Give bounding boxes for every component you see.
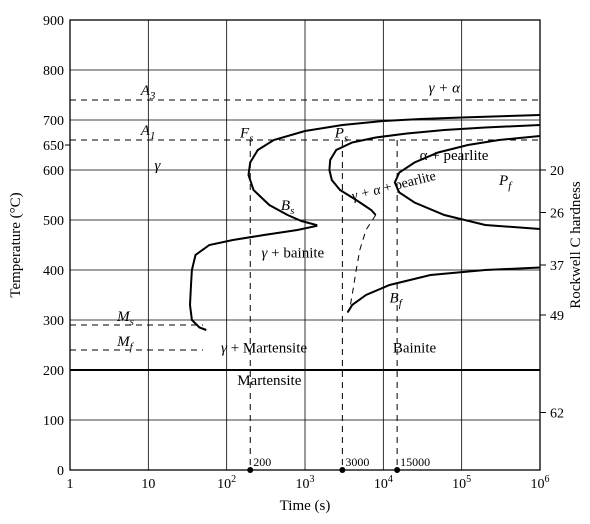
- svg-text:26: 26: [550, 207, 564, 222]
- svg-text:γ + bainite: γ + bainite: [262, 246, 325, 262]
- svg-text:Ps: Ps: [334, 126, 348, 145]
- svg-text:Bf: Bf: [390, 291, 404, 310]
- svg-text:500: 500: [43, 214, 64, 229]
- svg-text:102: 102: [217, 474, 236, 492]
- svg-text:0: 0: [57, 464, 64, 479]
- x-axis-label: Time (s): [280, 498, 331, 514]
- svg-text:105: 105: [452, 474, 471, 492]
- svg-text:γ + α: γ + α: [429, 81, 462, 97]
- svg-text:A1: A1: [140, 123, 156, 142]
- svg-text:700: 700: [43, 114, 64, 129]
- svg-text:Pf: Pf: [498, 173, 513, 192]
- svg-text:α + pearlite: α + pearlite: [420, 148, 489, 164]
- svg-text:37: 37: [550, 259, 564, 274]
- svg-text:900: 900: [43, 14, 64, 29]
- svg-text:103: 103: [296, 474, 315, 492]
- y-left-label: Temperature (°C): [8, 192, 24, 297]
- svg-text:800: 800: [43, 64, 64, 79]
- svg-text:400: 400: [43, 264, 64, 279]
- svg-text:20: 20: [550, 164, 564, 179]
- svg-text:A3: A3: [140, 83, 156, 102]
- svg-text:200: 200: [43, 364, 64, 379]
- svg-text:62: 62: [550, 407, 564, 422]
- svg-text:γ + Martensite: γ + Martensite: [221, 341, 307, 357]
- svg-text:Fs: Fs: [239, 126, 253, 145]
- svg-text:104: 104: [374, 474, 393, 492]
- svg-text:300: 300: [43, 314, 64, 329]
- svg-text:γ + α + pearlite: γ + α + pearlite: [350, 169, 437, 204]
- svg-text:650: 650: [43, 139, 64, 154]
- y-right-label: Rockwell C hardness: [568, 181, 584, 309]
- svg-text:1: 1: [67, 477, 74, 492]
- svg-text:100: 100: [43, 414, 64, 429]
- svg-text:3000: 3000: [345, 455, 369, 469]
- svg-text:γ: γ: [155, 158, 162, 174]
- svg-text:15000: 15000: [400, 455, 430, 469]
- svg-text:Martensite: Martensite: [237, 373, 301, 389]
- svg-text:106: 106: [531, 474, 550, 492]
- svg-text:49: 49: [550, 309, 564, 324]
- phase-diagram-chart: 1 10 102 103 104 105 106 0 100 200 300 400 500 600 700…: [0, 0, 590, 524]
- svg-text:200: 200: [253, 455, 271, 469]
- svg-text:Bainite: Bainite: [393, 341, 437, 357]
- svg-text:600: 600: [43, 164, 64, 179]
- svg-text:10: 10: [141, 477, 155, 492]
